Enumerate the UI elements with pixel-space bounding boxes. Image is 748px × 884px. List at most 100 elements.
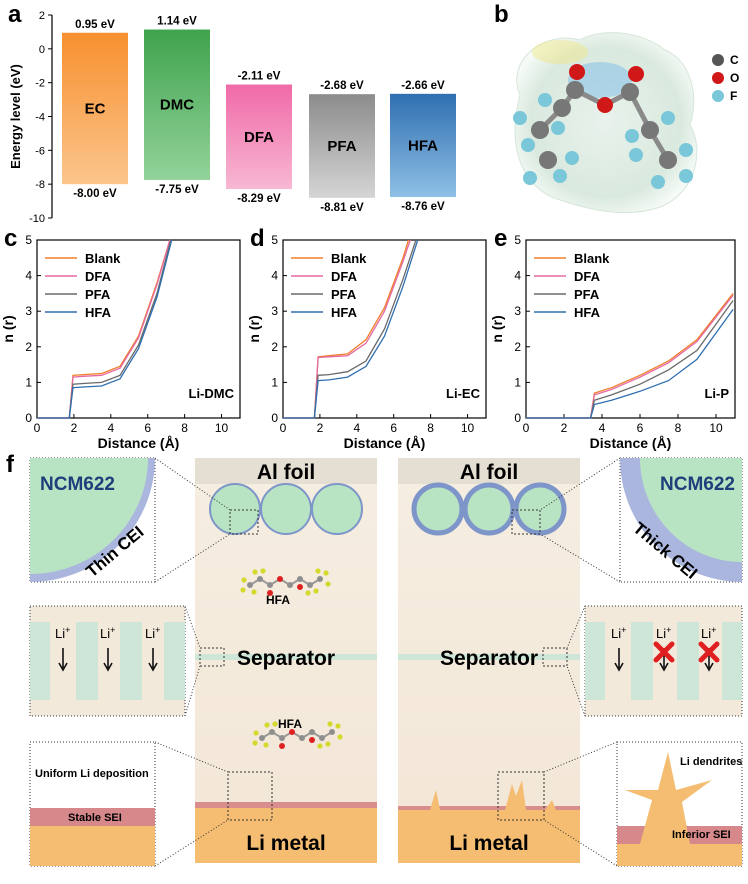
lumo-label: -2.68 eV <box>320 80 364 92</box>
x-tick-label: 2 <box>317 421 324 435</box>
legend-label: C <box>730 53 739 67</box>
series-line-blank <box>37 239 171 419</box>
x-tick-label: 10 <box>461 421 475 435</box>
li-ion-label-3: Li+ <box>145 625 160 641</box>
y-tick-label: 5 <box>514 233 521 247</box>
ncm622-label-right: NCM622 <box>660 474 735 495</box>
ncm622-label-left: NCM622 <box>40 474 115 495</box>
y-tick-label: 4 <box>25 269 32 283</box>
y-axis-label: n (r) <box>246 315 262 342</box>
separator-label-left: Separator <box>237 647 335 670</box>
x-tick-label: 8 <box>181 421 188 435</box>
legend-label: F <box>730 89 737 103</box>
li-ion-label-4: Li+ <box>611 625 626 641</box>
series-line-dfa <box>526 294 734 419</box>
panel-letter-a: a <box>8 1 22 28</box>
y-tick-label: -10 <box>29 213 45 225</box>
y-axis-label: n (r) <box>489 315 505 342</box>
x-tick-label: 6 <box>637 421 644 435</box>
al-foil-label-left: Al foil <box>257 461 315 484</box>
y-axis-label: n (r) <box>0 315 16 342</box>
y-tick-label: 1 <box>514 375 521 389</box>
panel-letter-d: d <box>250 225 265 252</box>
bar-name-label: PFA <box>327 138 356 155</box>
annotation-label: Li-DMC <box>189 386 235 401</box>
zoom-thin-cei: NCM622 Thin CEI <box>29 457 231 583</box>
series-line-pfa <box>526 300 734 419</box>
series-line-hfa <box>283 239 419 419</box>
li-ion-label-5: Li+ <box>656 625 671 641</box>
x-tick-label: 0 <box>523 421 530 435</box>
y-tick-label: 2 <box>25 340 32 354</box>
y-tick-label: 0 <box>514 411 521 425</box>
al-foil-right <box>398 458 580 484</box>
molecule-esp-surface <box>513 32 698 214</box>
annotation-label: Li-P <box>704 386 729 401</box>
legend-dot-c <box>712 54 724 66</box>
x-axis-label: Distance (Å) <box>590 435 672 451</box>
lumo-label: -2.66 eV <box>401 80 445 92</box>
energy-bar-dfa <box>226 84 292 190</box>
zoom-stable-sei: Uniform Li deposition Stable SEI <box>29 741 229 867</box>
panel-letter-e: e <box>494 225 507 252</box>
y-axis-label: Energy level (eV) <box>8 64 23 169</box>
x-tick-label: 6 <box>144 421 151 435</box>
series-line-hfa <box>526 309 734 419</box>
schematic-panel: Al foil HFA Separator HFA Li metal Al fo… <box>29 457 743 867</box>
y-tick-label: 0 <box>25 411 32 425</box>
y-tick-label: 3 <box>271 304 278 318</box>
energy-level-chart: 2 0 -2 -4 -6 -8 -10 Energy level (eV) EC 0.95 eV -… <box>8 10 456 225</box>
x-tick-label: 0 <box>280 421 287 435</box>
x-tick-label: 6 <box>390 421 397 435</box>
atom-legend: COF <box>712 53 739 103</box>
bar-name-label: HFA <box>408 137 438 154</box>
y-tick-label: 3 <box>25 304 32 318</box>
legend-label: HFA <box>85 305 112 320</box>
hfa-label-top-left: HFA <box>266 593 290 607</box>
x-tick-label: 0 <box>34 421 41 435</box>
y-tick-label: 0 <box>39 44 45 56</box>
y-tick-label: 2 <box>514 340 521 354</box>
legend-label: Blank <box>331 251 367 266</box>
series-line-dfa <box>37 239 171 419</box>
hfa-label-bottom-left: HFA <box>278 717 302 731</box>
zoom-thick-cei: NCM622 Thick CEI <box>539 457 743 583</box>
energy-bar-hfa <box>390 93 456 198</box>
y-tick-label: 4 <box>514 269 521 283</box>
y-tick-label: 5 <box>25 233 32 247</box>
y-tick-label: -4 <box>35 112 45 124</box>
li-metal-label-right: Li metal <box>449 832 528 855</box>
zoom-separator-left: Li+ Li+ Li+ <box>29 605 201 717</box>
legend-label: DFA <box>85 269 112 284</box>
homo-label: -7.75 eV <box>155 184 199 196</box>
legend-label: PFA <box>331 287 357 302</box>
uniform-deposition-label: Uniform Li deposition <box>35 768 149 780</box>
y-tick-label: -8 <box>35 179 45 191</box>
dendrite-shape <box>625 752 712 844</box>
y-tick-label: 1 <box>271 375 278 389</box>
x-tick-label: 8 <box>427 421 434 435</box>
lumo-label: 1.14 eV <box>157 16 197 28</box>
y-tick-label: 0 <box>271 411 278 425</box>
y-tick-label: 5 <box>271 233 278 247</box>
series-line-dfa <box>283 239 411 419</box>
al-foil-left <box>195 458 377 484</box>
energy-bar-dmc <box>144 29 210 180</box>
zoom-dendrites: Li dendrites Inferior SEI <box>543 741 743 867</box>
li-ion-label-2: Li+ <box>100 625 115 641</box>
energy-bar-ec <box>62 32 128 185</box>
li-ion-label-1: Li+ <box>55 625 70 641</box>
legend-label: O <box>730 71 739 85</box>
plot-frame <box>282 239 487 419</box>
bar-name-label: EC <box>85 100 106 117</box>
bar-name-label: DFA <box>244 129 274 146</box>
lumo-label: 0.95 eV <box>75 19 115 31</box>
series-line-hfa <box>37 239 173 419</box>
x-tick-label: 10 <box>709 421 723 435</box>
series-line-pfa <box>283 239 417 419</box>
x-tick-label: 4 <box>107 421 114 435</box>
x-axis-label: Distance (Å) <box>344 435 426 451</box>
y-tick-label: 2 <box>39 10 45 22</box>
series-line-pfa <box>37 239 172 419</box>
